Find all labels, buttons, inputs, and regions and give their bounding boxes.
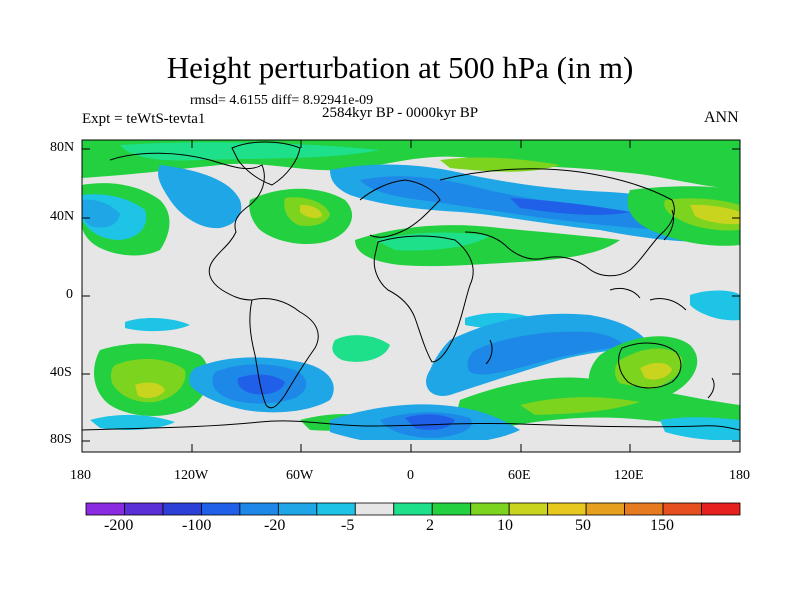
lon-tick-180e: 180 (729, 468, 750, 483)
lon-tick-120e: 120E (614, 468, 644, 483)
colorbar (85, 502, 741, 516)
season-label: ANN (704, 109, 739, 126)
lon-tick-120w: 120W (174, 468, 209, 483)
lat-tick-0: 0 (66, 287, 73, 302)
colorbar-swatch (585, 502, 625, 516)
lat-tick-80n: 80N (50, 140, 75, 155)
lon-tick-0: 0 (407, 468, 414, 483)
experiment-label: Expt = teWtS-tevta1 (82, 111, 206, 127)
colorbar-swatch (547, 502, 587, 516)
colorbar-swatch (701, 502, 741, 516)
colorbar-swatch (201, 502, 241, 516)
colorbar-label: 10 (497, 517, 513, 534)
colorbar-swatch (508, 502, 549, 516)
lon-tick-180w: 180 (70, 468, 91, 483)
colorbar-swatch (162, 502, 202, 516)
colorbar-label: -100 (182, 517, 212, 534)
colorbar-swatch (662, 502, 702, 516)
axis-tick-marks (81, 140, 741, 452)
colorbar-label: -5 (341, 517, 355, 534)
rmsd-stats: rmsd= 4.6155 diff= 8.92941e-09 (190, 93, 374, 108)
colorbar-label: 150 (650, 517, 674, 534)
colorbar-label: 2 (426, 517, 434, 534)
colorbar-swatch (277, 502, 318, 516)
contour-field (82, 140, 740, 452)
colorbar-swatch (124, 502, 164, 516)
colorbar-swatch (239, 502, 279, 516)
colorbar-label: -200 (104, 517, 134, 534)
lon-tick-60w: 60W (286, 468, 314, 483)
lat-tick-80s: 80S (50, 432, 72, 447)
colorbar-swatch (431, 502, 472, 516)
lat-tick-40n: 40N (50, 209, 75, 224)
colorbar-swatch (316, 502, 356, 516)
time-period: 2584kyr BP - 0000kyr BP (322, 105, 479, 121)
colorbar-swatch (470, 502, 510, 516)
colorbar-label: -20 (264, 517, 286, 534)
colorbar-swatch (393, 502, 433, 516)
colorbar-label: 50 (575, 517, 591, 534)
lat-tick-40s: 40S (50, 365, 72, 380)
map-title: Height perturbation at 500 hPa (in m) (166, 50, 634, 85)
coastlines (82, 141, 740, 431)
colorbar-swatch (624, 502, 664, 516)
colorbar-swatch (85, 502, 125, 516)
lon-tick-60e: 60E (508, 468, 531, 483)
colorbar-swatch (354, 502, 395, 516)
